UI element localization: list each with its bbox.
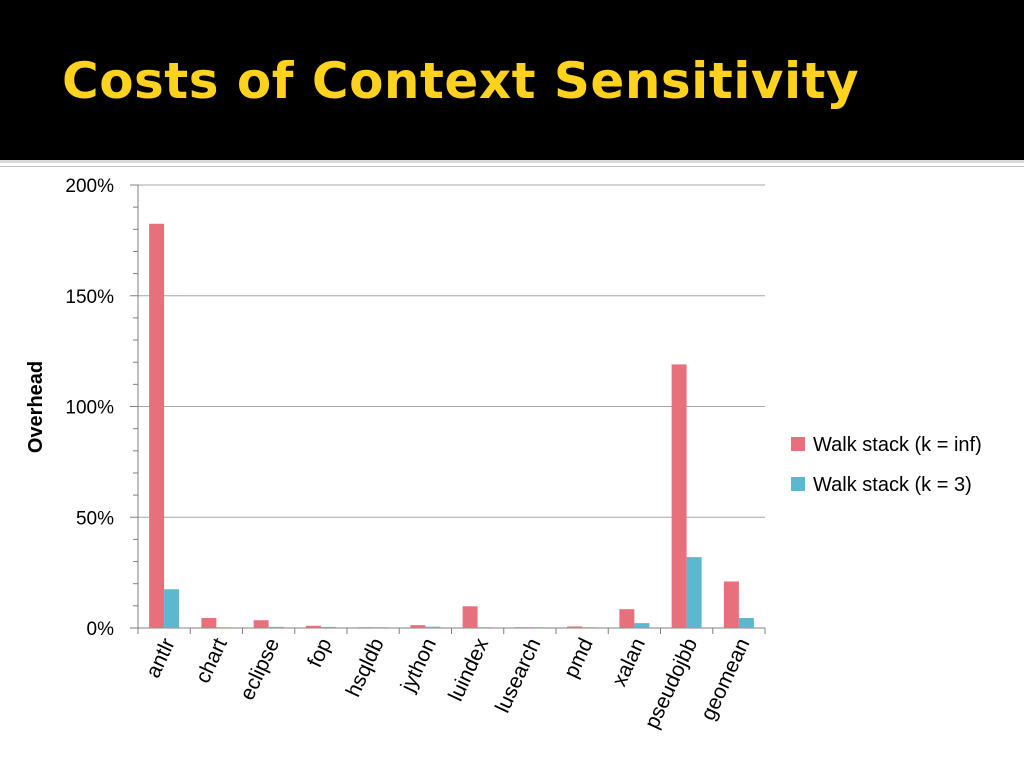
bar [201, 618, 217, 628]
bar [567, 626, 583, 628]
legend-label: Walk stack (k = 3) [813, 474, 972, 496]
bars [149, 223, 754, 628]
bar [358, 627, 374, 628]
title-bar: Costs of Context Sensitivity [0, 0, 1024, 160]
bar [149, 223, 165, 628]
legend: Walk stack (k = inf) Walk stack (k = 3) [791, 434, 982, 496]
bar [514, 627, 530, 628]
x-tick-label: pseudojbb [640, 635, 702, 733]
x-tick-label: xalan [608, 635, 650, 690]
x-tick-label: fop [303, 635, 336, 671]
x-tick-label: jython [396, 635, 441, 696]
bar [634, 623, 650, 628]
legend-swatch [791, 477, 805, 491]
bar [686, 557, 702, 628]
x-tick-label: lusearch [491, 635, 545, 717]
bar [529, 627, 545, 628]
bar [738, 618, 754, 628]
bar [619, 609, 635, 628]
x-tick-label: geomean [697, 635, 755, 724]
bar [268, 626, 284, 628]
bar [373, 627, 389, 628]
title-divider [0, 160, 1024, 163]
x-tick-label: antlr [142, 635, 180, 682]
bar [425, 626, 441, 628]
y-tick-label: 50% [76, 508, 114, 529]
bar [320, 626, 336, 628]
y-tick-label: 150% [65, 287, 114, 308]
bar [216, 627, 232, 628]
legend-label: Walk stack (k = inf) [813, 434, 982, 456]
legend-swatch [791, 437, 805, 451]
x-tick-label: eclipse [236, 635, 284, 704]
x-tick-label: chart [191, 635, 232, 687]
bar [253, 620, 269, 628]
title-divider-thin [0, 166, 1024, 167]
gridlines [138, 184, 765, 518]
bar [305, 625, 321, 628]
bar [462, 606, 478, 628]
axes [130, 184, 766, 634]
bar [477, 627, 493, 628]
y-tick-label: 0% [87, 619, 115, 640]
x-tick-label: hsqldb [342, 635, 389, 701]
slide-title: Costs of Context Sensitivity [62, 52, 860, 110]
bar [410, 625, 426, 628]
y-tick-label: 100% [65, 398, 114, 419]
x-tick-labels: antlr chart eclipse fop hsqldb jython luindexl… [142, 634, 755, 732]
bar [723, 581, 739, 628]
bar [582, 627, 598, 628]
bar [164, 589, 180, 628]
bar [671, 364, 687, 628]
y-tick-labels: 0% 50% 100% 150% 200% [65, 176, 114, 640]
y-tick-label: 200% [65, 176, 114, 197]
y-axis-label: Overhead [25, 361, 47, 453]
x-tick-label: luindex [444, 634, 493, 704]
x-tick-label: pmd [560, 635, 598, 682]
